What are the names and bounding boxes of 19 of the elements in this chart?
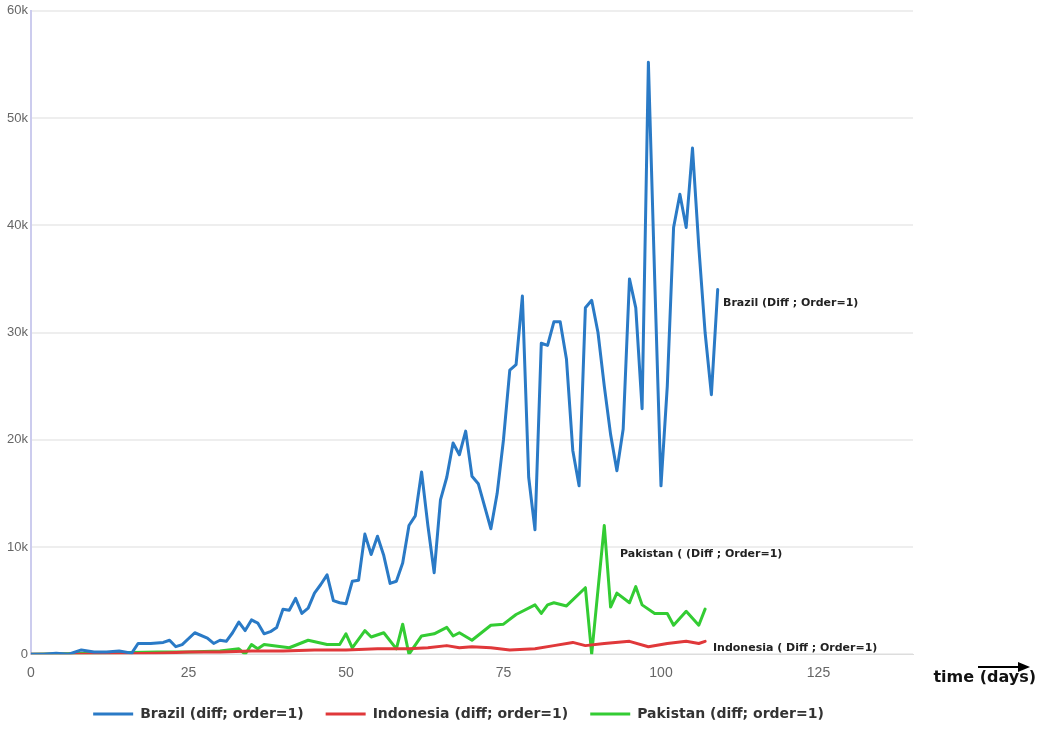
y-tick-label: 50k [6,109,29,125]
annotation: Indonesia ( Diff ; Order=1) [713,641,878,654]
legend-label: Indonesia (diff; order=1) [372,704,569,721]
y-tick-label: 40k [6,216,29,232]
x-tick-label: 125 [806,664,831,681]
x-tick-label: 50 [338,664,354,681]
x-tick-label: 25 [180,664,197,681]
x-axis-title: time (days) [933,667,1036,687]
x-tick-label: 100 [649,664,673,681]
y-tick-label: 30k [6,324,29,340]
y-tick-label: 0 [20,645,28,661]
legend-label: Brazil (diff; order=1) [140,704,304,721]
y-tick-label: 60k [6,2,29,18]
y-tick-label: 20k [6,431,29,447]
annotation: Brazil (Diff ; Order=1) [723,296,859,309]
annotation: Pakistan ( (Diff ; Order=1) [620,547,783,560]
y-tick-label: 10k [6,538,29,554]
legend-label: Pakistan (diff; order=1) [637,704,824,721]
x-tick-label: 75 [495,664,512,681]
